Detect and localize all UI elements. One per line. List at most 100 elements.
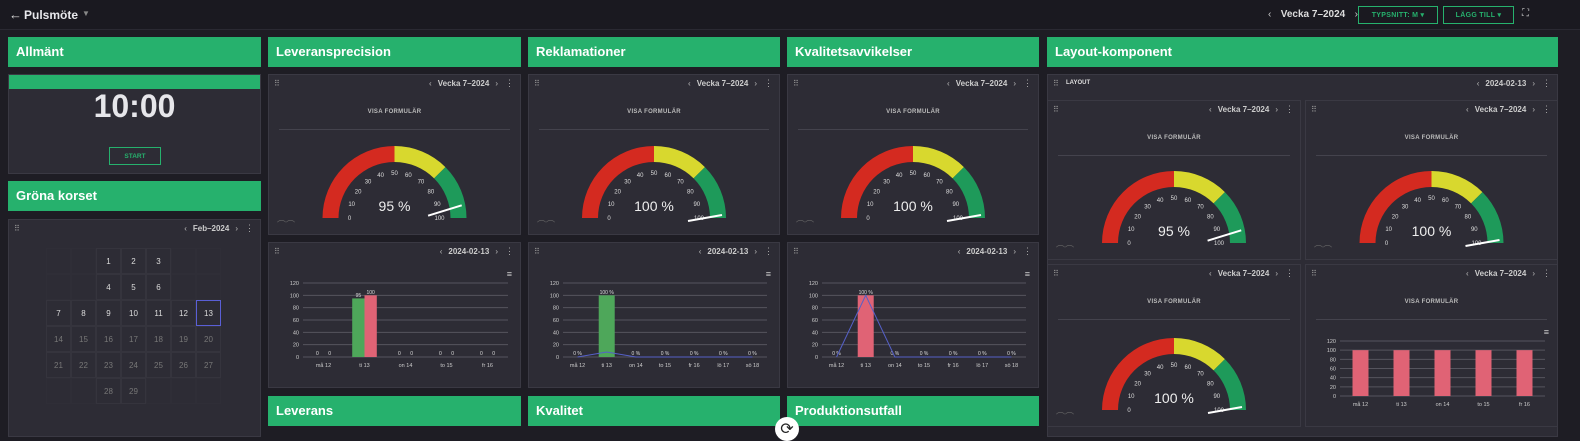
next-icon[interactable]: › bbox=[1275, 269, 1278, 278]
drag-handle-icon[interactable]: ⠿ bbox=[1053, 269, 1059, 278]
calendar-day[interactable]: 11 bbox=[146, 300, 171, 326]
prev-icon[interactable]: ‹ bbox=[698, 247, 702, 256]
drag-handle-icon[interactable]: ⠿ bbox=[793, 79, 799, 88]
chart-menu-icon[interactable]: ≡ bbox=[506, 269, 512, 279]
show-form-link[interactable]: VISA FORMULÄR bbox=[627, 109, 681, 115]
next-icon[interactable]: › bbox=[1532, 79, 1535, 88]
prev-icon[interactable]: ‹ bbox=[1209, 269, 1212, 278]
prev-icon[interactable]: ‹ bbox=[1466, 105, 1469, 114]
calendar-day[interactable]: 17 bbox=[121, 326, 146, 352]
prev-icon[interactable]: ‹ bbox=[439, 247, 443, 256]
calendar-day[interactable]: 14 bbox=[46, 326, 71, 352]
drag-handle-icon[interactable]: ⠿ bbox=[1311, 105, 1317, 114]
bar[interactable] bbox=[598, 295, 615, 357]
bar[interactable] bbox=[1393, 350, 1410, 396]
more-menu-icon[interactable]: ⋮ bbox=[1542, 268, 1551, 278]
bar[interactable] bbox=[352, 298, 365, 357]
chart-menu-icon[interactable]: ≡ bbox=[1543, 327, 1549, 337]
prev-icon[interactable]: ‹ bbox=[1466, 269, 1469, 278]
calendar-day[interactable]: 8 bbox=[71, 300, 96, 326]
calendar-day[interactable]: 2 bbox=[121, 248, 146, 274]
calendar-day[interactable]: 13 bbox=[196, 300, 221, 326]
drag-handle-icon[interactable]: ⠿ bbox=[1311, 269, 1317, 278]
calendar-day[interactable]: 3 bbox=[146, 248, 171, 274]
drag-handle-icon[interactable]: ⠿ bbox=[534, 247, 540, 256]
prev-icon[interactable]: ‹ bbox=[947, 79, 950, 88]
more-menu-icon[interactable]: ⋮ bbox=[1542, 78, 1551, 88]
more-menu-icon[interactable]: ⋮ bbox=[505, 246, 514, 256]
more-menu-icon[interactable]: ⋮ bbox=[1542, 104, 1551, 114]
chart-menu-icon[interactable]: ≡ bbox=[1024, 269, 1030, 279]
more-menu-icon[interactable]: ⋮ bbox=[764, 246, 773, 256]
chart-menu-icon[interactable]: ≡ bbox=[765, 269, 771, 279]
more-menu-icon[interactable]: ⋮ bbox=[1285, 104, 1294, 114]
start-button[interactable]: START bbox=[109, 147, 161, 165]
next-icon[interactable]: › bbox=[1013, 247, 1016, 256]
prev-icon[interactable]: ‹ bbox=[429, 79, 432, 88]
calendar-day[interactable]: 12 bbox=[171, 300, 196, 326]
bar[interactable] bbox=[1516, 350, 1533, 396]
drag-handle-icon[interactable]: ⠿ bbox=[14, 224, 20, 233]
more-menu-icon[interactable]: ⋮ bbox=[1023, 78, 1032, 88]
calendar-day[interactable]: 25 bbox=[146, 352, 171, 378]
drag-handle-icon[interactable]: ⠿ bbox=[274, 247, 280, 256]
bar[interactable] bbox=[1352, 350, 1369, 396]
add-button[interactable]: LÄGG TILL ▾ bbox=[1443, 6, 1514, 24]
calendar-day[interactable]: 19 bbox=[171, 326, 196, 352]
more-menu-icon[interactable]: ⋮ bbox=[1285, 268, 1294, 278]
drag-handle-icon[interactable]: ⠿ bbox=[274, 79, 280, 88]
next-icon[interactable]: › bbox=[1275, 105, 1278, 114]
prev-icon[interactable]: ‹ bbox=[957, 247, 961, 256]
refresh-icon[interactable]: ⟳ bbox=[775, 417, 799, 441]
calendar-day[interactable]: 24 bbox=[121, 352, 146, 378]
calendar-day[interactable]: 22 bbox=[71, 352, 96, 378]
next-icon[interactable]: › bbox=[1013, 79, 1016, 88]
bar[interactable] bbox=[1434, 350, 1451, 396]
calendar-day[interactable]: 4 bbox=[96, 274, 121, 300]
prev-icon[interactable]: ‹ bbox=[688, 79, 691, 88]
calendar-day[interactable]: 28 bbox=[96, 378, 121, 404]
calendar-day[interactable]: 21 bbox=[46, 352, 71, 378]
drag-handle-icon[interactable]: ⠿ bbox=[534, 79, 540, 88]
next-icon[interactable]: › bbox=[754, 247, 757, 256]
chevron-down-icon[interactable]: ▼ bbox=[82, 9, 90, 18]
calendar-day[interactable]: 9 bbox=[96, 300, 121, 326]
show-form-link[interactable]: VISA FORMULÄR bbox=[886, 109, 940, 115]
drag-handle-icon[interactable]: ⠿ bbox=[793, 247, 799, 256]
bar[interactable] bbox=[364, 295, 377, 357]
calendar-day[interactable]: 20 bbox=[196, 326, 221, 352]
calendar-day[interactable]: 29 bbox=[121, 378, 146, 404]
calendar-day[interactable]: 27 bbox=[196, 352, 221, 378]
prev-icon[interactable]: ‹ bbox=[1209, 105, 1212, 114]
next-icon[interactable]: › bbox=[495, 79, 498, 88]
calendar-day[interactable]: 1 bbox=[96, 248, 121, 274]
bar[interactable] bbox=[857, 295, 874, 357]
calendar-day[interactable]: 5 bbox=[121, 274, 146, 300]
fullscreen-icon[interactable]: ⛶ bbox=[1522, 8, 1529, 19]
next-icon[interactable]: › bbox=[235, 224, 238, 233]
next-week-icon[interactable]: › bbox=[1354, 9, 1358, 20]
drag-handle-icon[interactable]: ⠿ bbox=[1053, 105, 1059, 114]
calendar-day[interactable]: 15 bbox=[71, 326, 96, 352]
calendar-day[interactable]: 23 bbox=[96, 352, 121, 378]
calendar-day[interactable]: 6 bbox=[146, 274, 171, 300]
more-menu-icon[interactable]: ⋮ bbox=[505, 78, 514, 88]
next-icon[interactable]: › bbox=[495, 247, 498, 256]
calendar-day[interactable]: 10 bbox=[121, 300, 146, 326]
show-form-link[interactable]: VISA FORMULÄR bbox=[1404, 299, 1459, 305]
show-form-link[interactable]: VISA FORMULÄR bbox=[1147, 299, 1201, 305]
show-form-link[interactable]: VISA FORMULÄR bbox=[1404, 135, 1459, 141]
back-arrow-icon[interactable]: ← bbox=[9, 7, 22, 22]
bar[interactable] bbox=[1475, 350, 1492, 396]
more-menu-icon[interactable]: ⋮ bbox=[764, 78, 773, 88]
prev-week-icon[interactable]: ‹ bbox=[1268, 9, 1272, 20]
font-size-button[interactable]: TYPSNITT: M ▾ bbox=[1358, 6, 1438, 24]
show-form-link[interactable]: VISA FORMULÄR bbox=[367, 109, 422, 115]
prev-icon[interactable]: ‹ bbox=[184, 224, 187, 233]
calendar-day[interactable]: 26 bbox=[171, 352, 196, 378]
prev-icon[interactable]: ‹ bbox=[1476, 79, 1480, 88]
calendar-day[interactable]: 18 bbox=[146, 326, 171, 352]
more-menu-icon[interactable]: ⋮ bbox=[1023, 246, 1032, 256]
calendar-day[interactable]: 7 bbox=[46, 300, 71, 326]
next-icon[interactable]: › bbox=[754, 79, 757, 88]
